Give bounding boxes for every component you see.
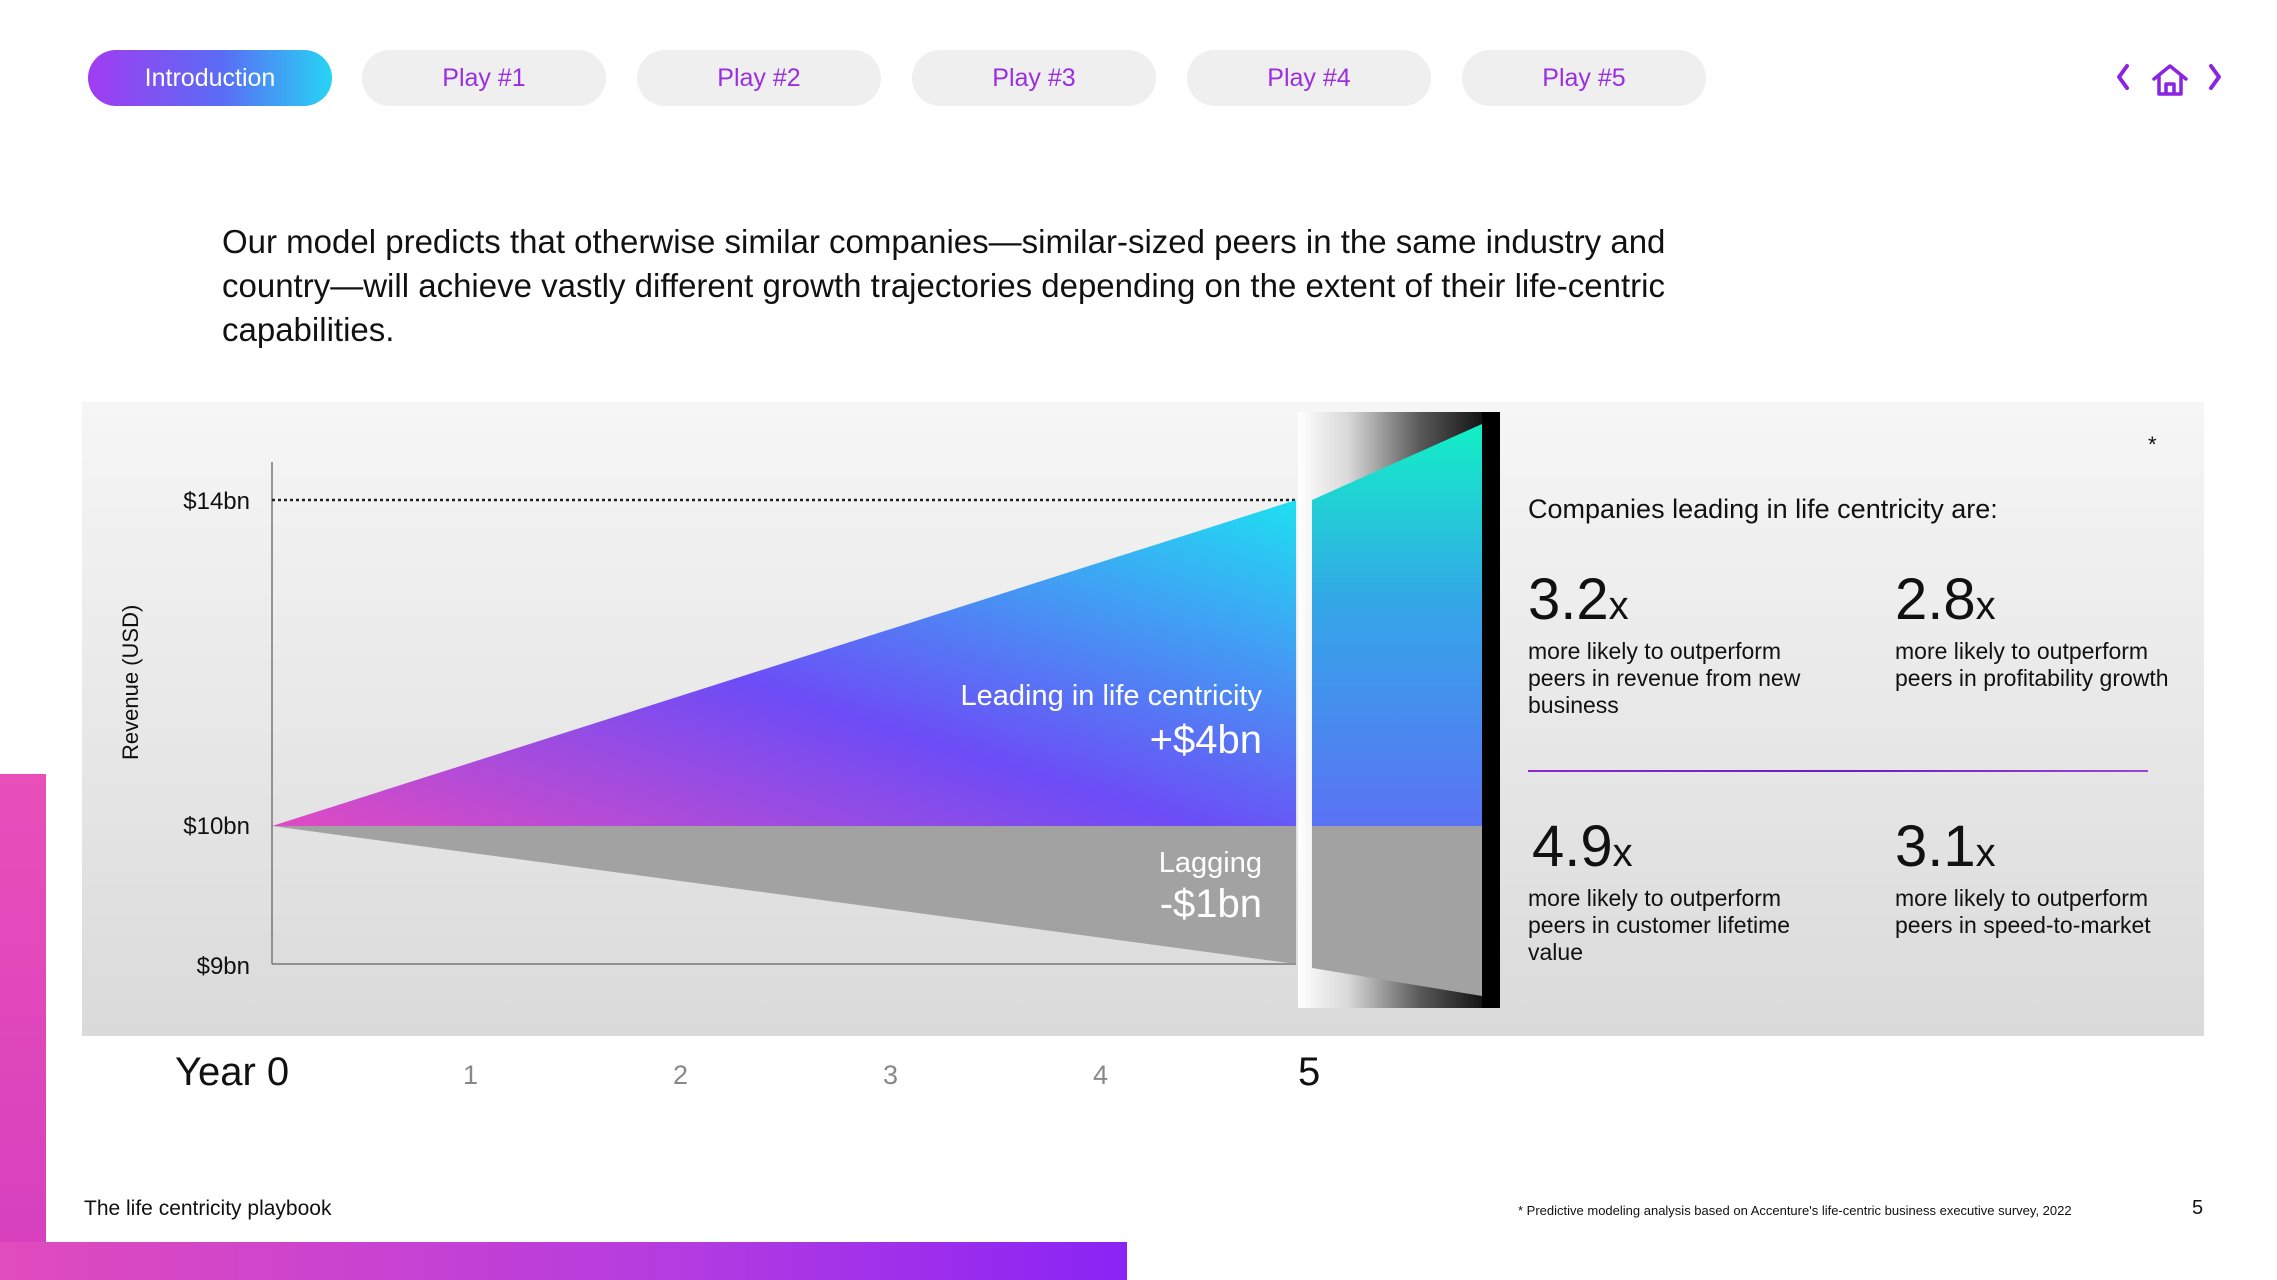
stats-heading: Companies leading in life centricity are… [1528, 494, 1998, 524]
series-value-lagging: -$1bn [1159, 882, 1262, 926]
x-tick-label: 2 [673, 1060, 689, 1090]
stat-description: more likely to outperform peers in speed… [1895, 885, 2151, 938]
series-area-lagging [272, 826, 1296, 964]
y-tick-label: $10bn [183, 813, 250, 840]
nav-tab-play-3[interactable]: Play #3 [912, 50, 1156, 106]
series-value-leading: +$4bn [1149, 718, 1262, 762]
stat-description: more likely to outperform peers in profi… [1895, 638, 2169, 691]
series-label-lagging: Lagging [1158, 847, 1262, 879]
decorative-bar-horizontal [0, 1242, 1127, 1280]
series-area-leading-extension [1312, 424, 1482, 826]
series-label-leading: Leading in life centricity [960, 680, 1262, 712]
stat-description: more likely to outperform peers in custo… [1528, 885, 1791, 965]
nav-tab-label: Play #5 [1542, 63, 1626, 92]
x-tick-label: 3 [883, 1060, 899, 1090]
series-area-lagging-extension [1312, 826, 1482, 996]
nav-tab-label: Play #2 [717, 63, 801, 92]
nav-tab-label: Play #4 [1267, 63, 1351, 92]
x-tick-label: Year 0 [175, 1050, 290, 1094]
nav-tab-introduction[interactable]: Introduction [88, 50, 332, 106]
chevron-right-icon[interactable] [2206, 62, 2224, 92]
nav-tab-play-1[interactable]: Play #1 [362, 50, 606, 106]
x-tick-label: 5 [1298, 1050, 1321, 1094]
home-icon[interactable] [2150, 62, 2190, 98]
decorative-bar-vertical [0, 774, 46, 1280]
intro-text: Our model predicts that otherwise simila… [222, 223, 1666, 348]
page-number: 5 [2192, 1197, 2204, 1219]
y-tick-label: $9bn [196, 953, 250, 980]
footer-footnote: * Predictive modeling analysis based on … [1518, 1203, 2072, 1218]
nav-tab-label: Introduction [144, 63, 276, 92]
footer-title: The life centricity playbook [84, 1197, 332, 1220]
nav-tab-play-2[interactable]: Play #2 [637, 50, 881, 106]
stat-number: 2.8x [1895, 567, 1996, 632]
stat-description: more likely to outperform peers in reven… [1528, 638, 1801, 718]
nav-tab-play-4[interactable]: Play #4 [1187, 50, 1431, 106]
nav-tab-label: Play #3 [992, 63, 1076, 92]
stat-number: 3.2x [1528, 567, 1629, 632]
stat-number: 3.1x [1895, 814, 1996, 879]
stat-number: 4.9x [1532, 814, 1633, 879]
chevron-left-icon[interactable] [2114, 62, 2132, 92]
stats-divider [1528, 770, 2148, 772]
y-tick-label: $14bn [183, 488, 250, 515]
nav-tab-play-5[interactable]: Play #5 [1462, 50, 1706, 106]
prism-edge [1482, 412, 1500, 1008]
x-tick-label: 1 [463, 1060, 479, 1090]
x-tick-label: 4 [1093, 1060, 1109, 1090]
nav-tab-label: Play #1 [442, 63, 526, 92]
series-area-leading [272, 500, 1296, 826]
footnote-marker: * [2148, 432, 2157, 457]
